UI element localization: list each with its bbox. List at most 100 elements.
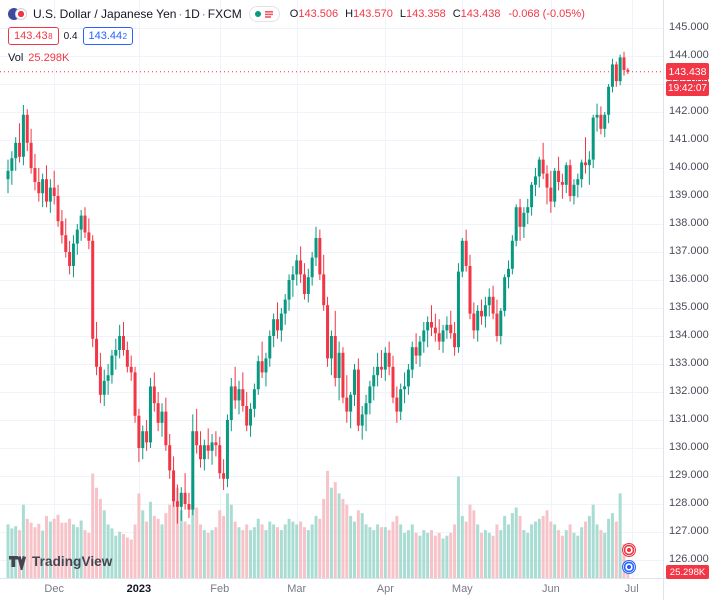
volume-bar <box>264 530 268 578</box>
price-axis-label: 137.000 <box>669 245 709 258</box>
event-icon-red[interactable] <box>622 543 636 557</box>
axis-corner <box>663 578 710 600</box>
volume-badge: 25.298K <box>666 565 709 579</box>
candle-body <box>106 375 110 381</box>
volume-bar <box>299 521 303 578</box>
volume-bar <box>252 527 256 578</box>
candle-body <box>175 501 179 507</box>
candle-body <box>614 64 618 82</box>
volume-bar <box>337 493 341 578</box>
candle-body <box>391 366 395 398</box>
symbol-title[interactable]: U.S. Dollar / Japanese Yen · 1D · FXCM <box>33 7 242 21</box>
tradingview-logo[interactable]: TradingView <box>8 552 112 570</box>
price-chart[interactable] <box>0 0 663 578</box>
candle-body <box>318 238 322 275</box>
price-axis-label: 132.000 <box>669 385 709 398</box>
volume-bar <box>453 524 457 578</box>
high-label: H <box>345 8 354 20</box>
volume-bar <box>60 522 64 578</box>
symbol-row: U.S. Dollar / Japanese Yen · 1D · FXCM O143.… <box>8 5 585 23</box>
volume-bar <box>541 515 545 578</box>
volume-bar <box>376 524 380 578</box>
candle-body <box>41 179 45 194</box>
volume-bar <box>345 504 349 578</box>
volume-bar <box>368 527 372 578</box>
sell-button[interactable]: 143.43 8 <box>8 27 59 45</box>
price-axis-label: 128.000 <box>669 497 709 510</box>
volume-bar <box>102 510 106 578</box>
volume-bar <box>522 530 526 578</box>
candle-body <box>530 184 534 208</box>
volume-bar <box>64 522 68 578</box>
volume-bar <box>433 535 437 578</box>
buy-price: 143.44 <box>88 30 123 42</box>
volume-bar <box>591 504 595 578</box>
buy-button[interactable]: 143.44 2 <box>82 27 134 45</box>
candle-body <box>560 182 564 185</box>
candle-body <box>510 240 514 269</box>
candle-body <box>110 355 114 376</box>
volume-bar <box>233 521 237 578</box>
legend-source-pill[interactable] <box>248 6 280 22</box>
volume-bar <box>10 528 14 578</box>
candle-body <box>87 232 91 241</box>
candle-body <box>337 352 341 378</box>
volume-bar <box>545 510 549 578</box>
candle-body <box>10 158 14 171</box>
event-icon-blue[interactable] <box>622 560 636 574</box>
volume-bar <box>302 527 306 578</box>
candle-body <box>499 310 503 336</box>
candle-body <box>487 296 491 306</box>
candle-body <box>102 380 106 395</box>
volume-bar <box>341 499 345 578</box>
candle-body <box>233 386 237 401</box>
candle-body <box>326 305 330 359</box>
candle-body <box>353 369 356 395</box>
candle-body <box>368 386 372 404</box>
price-axis-label: 138.000 <box>669 217 709 230</box>
candle-body <box>252 389 256 409</box>
candle-body <box>383 352 387 370</box>
candle-body <box>52 187 56 196</box>
volume-bar <box>314 515 318 578</box>
volume-bar <box>129 539 133 578</box>
candle-body <box>537 159 541 177</box>
volume-bar <box>403 532 407 578</box>
change-value: -0.068 (-0.05%) <box>508 8 585 20</box>
volume-bar <box>183 521 187 578</box>
candle-body <box>71 243 75 266</box>
volume-bar <box>237 527 241 578</box>
volume-bar <box>310 524 314 578</box>
candle-body <box>626 69 630 72</box>
volume-bar <box>222 515 226 578</box>
volume-bar <box>507 524 510 578</box>
candle-body <box>599 114 603 129</box>
candle-body <box>199 445 202 460</box>
candle-body <box>141 431 145 448</box>
volume-bar <box>160 524 164 578</box>
candle-body <box>122 336 125 350</box>
chart-plot-area[interactable]: U.S. Dollar / Japanese Yen · 1D · FXCM O143.… <box>0 0 663 578</box>
price-axis[interactable]: 143.438 19:42:07 25.298K 145.000 144.000 1… <box>663 0 710 579</box>
candle-body <box>256 361 260 390</box>
candle-body <box>172 470 176 502</box>
candle-body <box>433 327 437 334</box>
volume-bar <box>456 476 460 578</box>
candle-body <box>129 366 133 373</box>
volume-bar <box>560 535 564 578</box>
price-axis-label: 134.000 <box>669 329 709 342</box>
volume-bar <box>114 535 118 578</box>
candle-body <box>472 313 476 331</box>
volume-bar <box>133 524 137 578</box>
candle-body <box>95 338 99 367</box>
time-axis[interactable]: Dec 2023 Feb Mar Apr May Jun Jul <box>0 578 663 600</box>
candle-body <box>584 162 587 166</box>
candle-body <box>272 319 276 336</box>
exchange-label: FXCM <box>207 7 242 21</box>
candle-body <box>541 159 545 174</box>
volume-bar <box>422 530 426 578</box>
volume-bar <box>607 518 611 578</box>
candle-body <box>75 229 79 244</box>
candle-body <box>79 215 83 230</box>
